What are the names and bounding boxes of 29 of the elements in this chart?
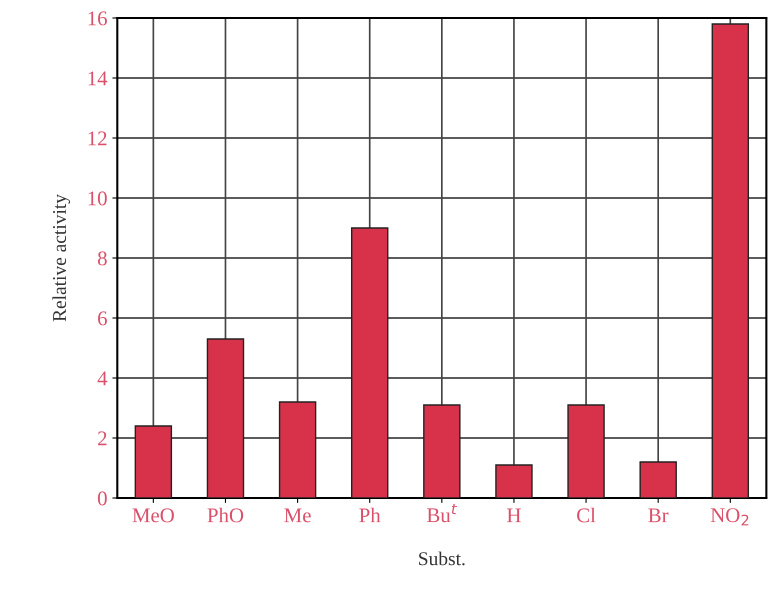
bar	[206, 338, 244, 498]
bar	[423, 404, 461, 498]
x-tick-label: H	[507, 508, 521, 522]
bar	[495, 464, 533, 498]
x-tick-label: PhO	[208, 508, 244, 522]
x-tick-label: Me	[284, 508, 311, 522]
y-tick-label: 6	[98, 311, 107, 326]
x-axis-title: Subst.	[419, 552, 465, 566]
y-axis-title: Relative activity	[52, 194, 70, 322]
y-tick-label: 10	[88, 191, 107, 206]
x-tick-label: Br	[648, 508, 668, 522]
bar	[350, 227, 388, 498]
y-tick-label: 16	[88, 11, 107, 26]
x-tick-label: Cl	[577, 508, 596, 522]
y-tick-label: 14	[88, 71, 108, 86]
bar	[712, 23, 750, 498]
y-tick-label: 4	[98, 372, 108, 386]
x-tick-label: Ph	[359, 508, 380, 522]
bar	[134, 425, 172, 498]
bar	[278, 401, 316, 498]
y-tick-label: 8	[98, 251, 107, 266]
x-tick-label: MeO	[132, 508, 174, 522]
y-tick-label: 2	[98, 431, 106, 446]
x-tick-label: NO$_{2}$	[710, 508, 748, 526]
y-tick-label: 12	[88, 131, 106, 146]
x-tick-label: Bu$^{t}$	[427, 504, 458, 522]
bar	[639, 461, 677, 498]
bar	[567, 404, 605, 498]
y-tick-label: 0	[98, 491, 107, 506]
